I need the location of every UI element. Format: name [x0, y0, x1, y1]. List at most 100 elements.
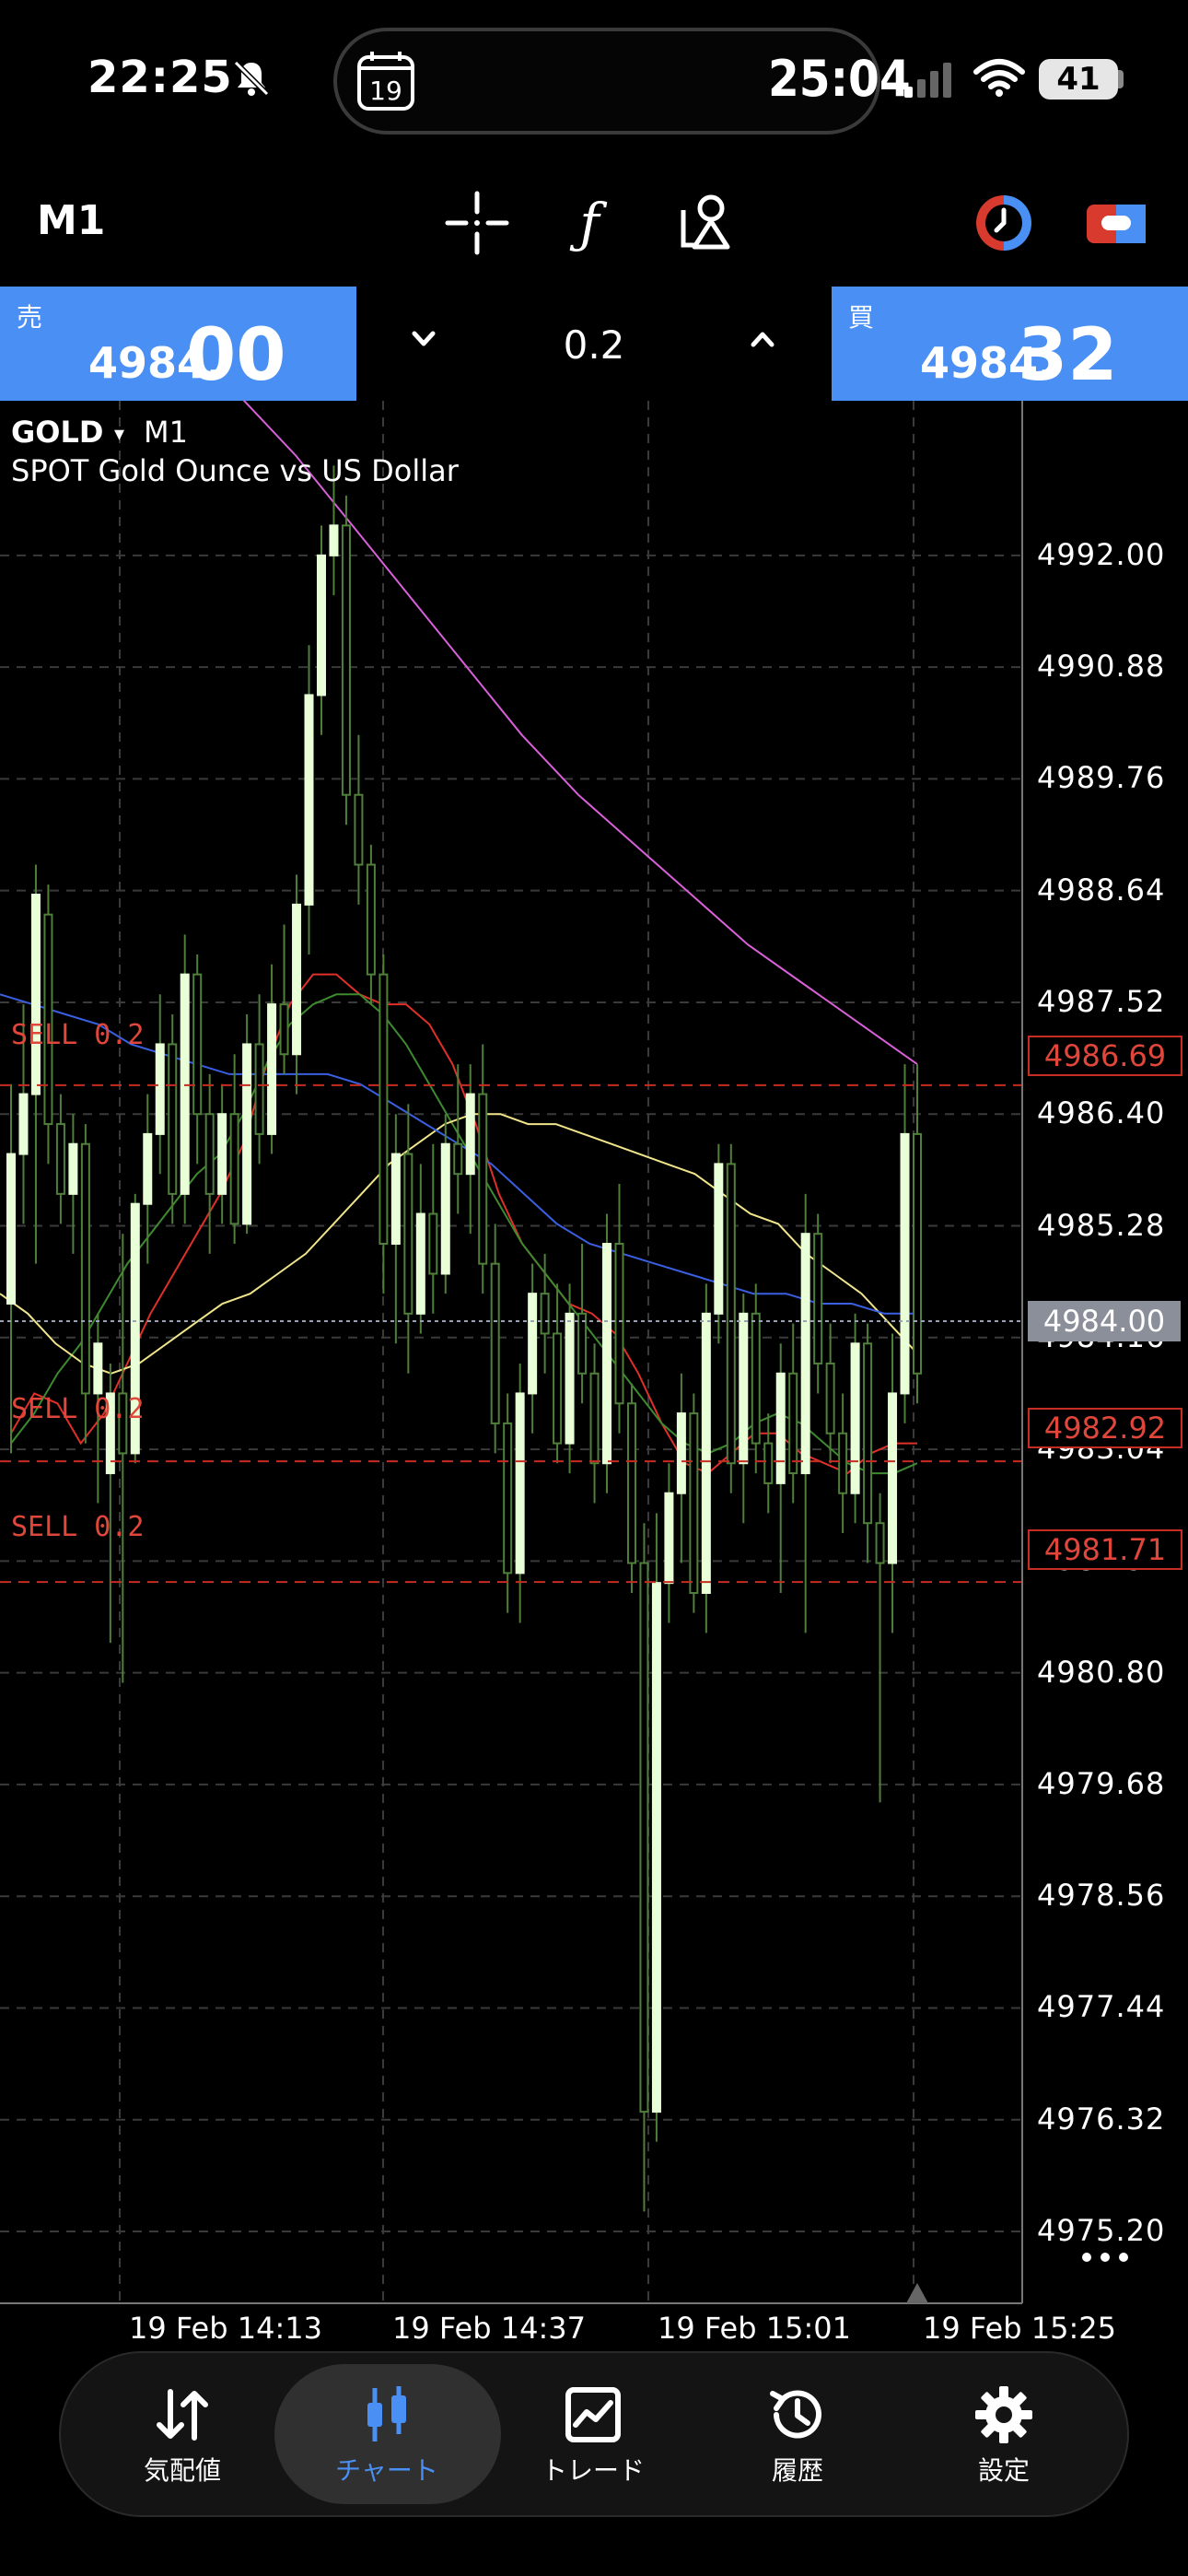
order-label[interactable]: SELL 0.2 — [11, 1393, 145, 1425]
candle-body — [242, 1043, 252, 1225]
nav-active-highlight — [274, 2364, 501, 2504]
trade-chart-icon — [565, 2387, 621, 2442]
candle-body — [440, 1142, 450, 1275]
candle-body — [614, 1243, 624, 1405]
candle-body — [490, 1262, 500, 1424]
ma-line-red — [10, 973, 917, 1475]
candle-body — [602, 1243, 612, 1465]
nav-trade[interactable]: トレード — [501, 2359, 685, 2506]
chart-symbol[interactable]: GOLD — [11, 415, 104, 450]
candle-body — [888, 1392, 898, 1564]
candle-body — [55, 1123, 65, 1195]
nav-label: 履歴 — [771, 2455, 823, 2486]
candle-body — [515, 1392, 525, 1575]
order-label[interactable]: SELL 0.2 — [11, 1019, 145, 1051]
candle-body — [540, 1293, 550, 1335]
svg-text:ƒ: ƒ — [569, 192, 608, 254]
volume-input[interactable]: 0.2 — [563, 322, 625, 368]
candle-body — [105, 1392, 115, 1475]
buy-label: 買 — [848, 302, 875, 333]
candle-body — [453, 1142, 463, 1176]
sell-price-prefix: 4984. — [88, 338, 223, 388]
one-click-trading-icon[interactable] — [969, 188, 1039, 258]
buy-price-digits: 32 — [1018, 314, 1118, 397]
candle-body — [155, 1043, 165, 1135]
quotes-arrows-icon — [157, 2389, 208, 2441]
price-tick-label: 4988.64 — [1037, 872, 1166, 907]
candle-body — [528, 1293, 538, 1395]
crosshair-icon[interactable] — [442, 188, 512, 258]
candle-body — [788, 1372, 798, 1475]
nav-quotes[interactable]: 気配値 — [90, 2359, 274, 2506]
cellular-signal-icon — [904, 63, 951, 98]
order-price-tag: 4981.71 — [1028, 1529, 1182, 1570]
candle-body — [825, 1362, 835, 1434]
buy-button[interactable]: 買 4984. 32 — [832, 287, 1188, 401]
candle-body — [390, 1153, 401, 1246]
candle-body — [254, 1043, 264, 1135]
candle-body — [850, 1342, 860, 1494]
candle-body — [80, 1142, 90, 1395]
time-tick-label: 19 Feb 15:01 — [658, 2311, 851, 2346]
chart-grid — [0, 401, 1022, 2303]
candle-body — [838, 1432, 848, 1494]
candle-body — [217, 1113, 227, 1195]
nav-history[interactable]: 履歴 — [705, 2359, 890, 2506]
symbol-dropdown-icon[interactable]: ▾ — [114, 423, 125, 446]
settings-gear-icon — [975, 2386, 1032, 2443]
nav-chart[interactable]: チャート — [295, 2359, 479, 2506]
candle-body — [366, 863, 376, 976]
sell-label: 売 — [17, 302, 43, 333]
candle-body — [739, 1312, 749, 1465]
time-tick-label: 19 Feb 14:13 — [129, 2311, 322, 2346]
candle-body — [18, 1093, 29, 1155]
more-options-icon[interactable] — [1077, 2248, 1133, 2266]
candle-body — [639, 1562, 649, 2113]
candle-body — [6, 1153, 16, 1305]
nav-settings[interactable]: 設定 — [912, 2359, 1096, 2506]
candle-body — [379, 973, 389, 1246]
candle-body — [800, 1233, 810, 1475]
ma-line-green — [10, 993, 918, 1475]
price-tick-label: 4986.40 — [1037, 1095, 1166, 1131]
order-price-tag: 4986.69 — [1028, 1036, 1182, 1076]
order-label[interactable]: SELL 0.2 — [11, 1511, 145, 1543]
order-price-tag: 4982.92 — [1028, 1408, 1182, 1448]
volume-increase-icon[interactable] — [744, 321, 781, 357]
candle-body — [403, 1153, 413, 1315]
candle-body — [168, 1043, 178, 1195]
candle-body — [751, 1312, 761, 1445]
trade-panel-icon[interactable] — [1081, 188, 1151, 258]
price-chart[interactable] — [0, 401, 1188, 2308]
candle-body — [341, 524, 351, 796]
candle-body — [292, 903, 302, 1056]
candle-body — [714, 1163, 724, 1315]
wifi-icon — [973, 59, 1025, 97]
sell-button[interactable]: 売 4984. 00 — [0, 287, 356, 401]
candle-body — [118, 1392, 128, 1455]
candle-body — [143, 1132, 153, 1205]
price-tick-label: 4976.32 — [1037, 2101, 1166, 2137]
candle-body — [279, 1003, 289, 1056]
candle-body — [229, 1113, 239, 1225]
candle-body — [726, 1163, 736, 1465]
candle-body — [875, 1522, 885, 1564]
drawing-objects-icon[interactable] — [670, 188, 740, 258]
price-tick-label: 4985.28 — [1037, 1207, 1166, 1243]
candle-body — [204, 1113, 215, 1195]
nav-label: 気配値 — [143, 2455, 221, 2486]
candle-body — [415, 1212, 425, 1315]
volume-decrease-icon[interactable] — [405, 321, 442, 357]
candle-body — [465, 1093, 475, 1176]
candle-body — [30, 894, 41, 1095]
island-timer: 25:04 — [768, 50, 911, 108]
ma-line-magenta — [242, 401, 918, 1065]
nav-label: トレード — [541, 2455, 645, 2486]
candle-body — [775, 1372, 786, 1484]
price-tick-label: 4992.00 — [1037, 536, 1166, 572]
bottom-navigation — [59, 2351, 1129, 2517]
indicators-icon[interactable]: ƒ — [554, 188, 624, 258]
status-time: 22:25 — [87, 52, 233, 103]
timeframe-selector[interactable]: M1 — [37, 197, 106, 244]
candle-body — [689, 1412, 699, 1595]
